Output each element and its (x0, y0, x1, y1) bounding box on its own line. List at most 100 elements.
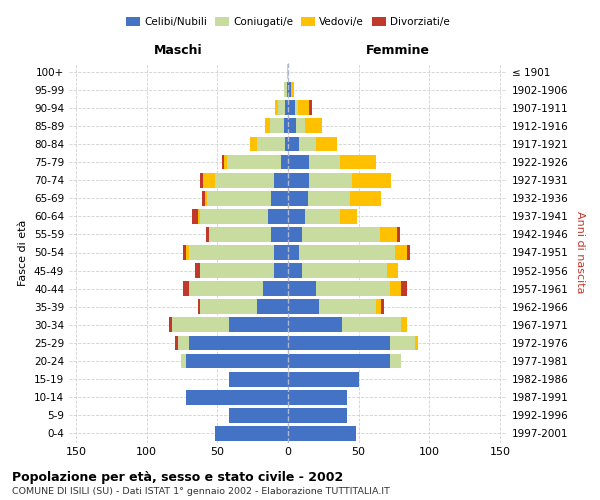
Bar (380, 227, 397, 242)
Bar (309, 100, 312, 115)
Bar (227, 154, 281, 170)
Bar (288, 300, 319, 314)
Text: COMUNE DI ISILI (SU) - Dati ISTAT 1° gennaio 2002 - Elaborazione TUTTITALIA.IT: COMUNE DI ISILI (SU) - Dati ISTAT 1° gen… (12, 488, 390, 496)
Bar (407, 245, 410, 260)
Bar (308, 191, 350, 206)
Bar (350, 191, 381, 206)
Bar (257, 300, 288, 314)
Bar (287, 64, 288, 79)
Bar (284, 82, 287, 97)
Bar (287, 82, 288, 97)
Bar (265, 118, 269, 134)
Bar (285, 136, 288, 152)
Bar (271, 227, 288, 242)
Bar (387, 263, 398, 278)
Bar (178, 336, 189, 350)
Bar (296, 118, 305, 134)
Bar (209, 227, 271, 242)
Bar (288, 282, 316, 296)
Bar (340, 154, 376, 170)
Bar (401, 282, 407, 296)
Text: Maschi: Maschi (154, 44, 203, 57)
Bar (291, 82, 293, 97)
Y-axis label: Anni di nascita: Anni di nascita (575, 211, 585, 294)
Bar (288, 136, 299, 152)
Bar (299, 245, 395, 260)
Bar (184, 245, 186, 260)
Bar (175, 336, 178, 350)
Bar (221, 154, 224, 170)
Bar (288, 245, 299, 260)
Bar (340, 209, 357, 224)
Bar (390, 282, 401, 296)
Bar (229, 372, 288, 386)
Bar (316, 282, 390, 296)
Legend: Celibi/Nubili, Coniugati/e, Vedovi/e, Divorziati/e: Celibi/Nubili, Coniugati/e, Vedovi/e, Di… (122, 12, 454, 31)
Bar (309, 172, 352, 188)
Bar (203, 172, 215, 188)
Bar (352, 172, 391, 188)
Bar (390, 354, 401, 368)
Bar (195, 263, 200, 278)
Bar (397, 227, 400, 242)
Bar (295, 100, 298, 115)
Text: Popolazione per età, sesso e stato civile - 2002: Popolazione per età, sesso e stato civil… (12, 472, 343, 484)
Bar (288, 372, 359, 386)
Text: Femmine: Femmine (365, 44, 430, 57)
Bar (200, 263, 274, 278)
Bar (197, 209, 200, 224)
Bar (206, 227, 209, 242)
Bar (288, 390, 347, 404)
Bar (302, 227, 380, 242)
Bar (189, 282, 263, 296)
Bar (274, 263, 288, 278)
Bar (302, 263, 387, 278)
Bar (285, 100, 288, 115)
Bar (224, 154, 227, 170)
Bar (319, 300, 376, 314)
Bar (341, 318, 401, 332)
Bar (189, 245, 274, 260)
Bar (299, 136, 316, 152)
Bar (271, 191, 288, 206)
Bar (200, 300, 257, 314)
Bar (281, 154, 288, 170)
Bar (186, 354, 288, 368)
Bar (376, 300, 381, 314)
Bar (186, 245, 189, 260)
Bar (298, 100, 309, 115)
Bar (415, 336, 418, 350)
Bar (288, 318, 341, 332)
Bar (309, 154, 340, 170)
Bar (215, 426, 288, 441)
Bar (284, 118, 288, 134)
Bar (288, 82, 291, 97)
Bar (288, 227, 302, 242)
Bar (278, 100, 285, 115)
Bar (186, 390, 288, 404)
Bar (197, 300, 200, 314)
Bar (288, 263, 302, 278)
Bar (288, 426, 356, 441)
Bar (208, 191, 271, 206)
Bar (305, 209, 340, 224)
Bar (288, 354, 390, 368)
Y-axis label: Fasce di età: Fasce di età (19, 220, 28, 286)
Bar (229, 408, 288, 423)
Bar (215, 172, 274, 188)
Bar (274, 172, 288, 188)
Bar (229, 318, 288, 332)
Bar (288, 100, 295, 115)
Bar (263, 282, 288, 296)
Bar (288, 118, 296, 134)
Bar (172, 318, 229, 332)
Bar (288, 408, 347, 423)
Bar (288, 172, 309, 188)
Bar (305, 118, 322, 134)
Bar (202, 191, 205, 206)
Bar (268, 209, 288, 224)
Bar (274, 245, 288, 260)
Bar (189, 336, 288, 350)
Bar (200, 172, 203, 188)
Bar (288, 191, 308, 206)
